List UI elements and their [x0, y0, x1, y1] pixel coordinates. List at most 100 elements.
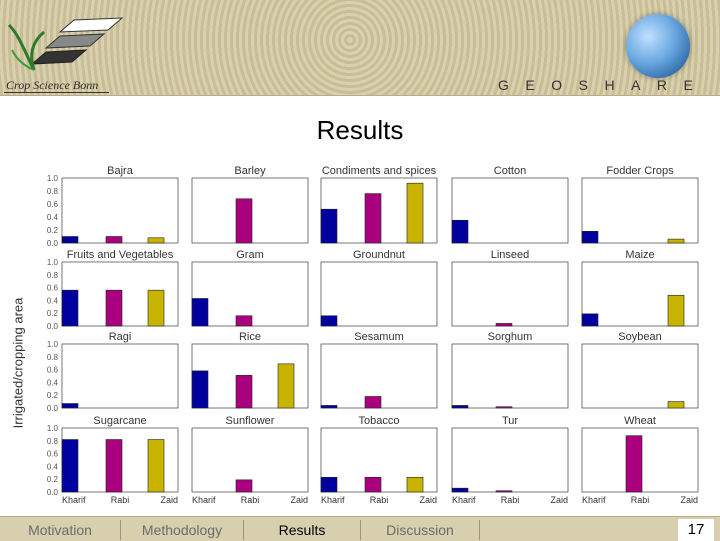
bar-kharif [320, 208, 338, 244]
y-tick-label: 0.6 [47, 366, 59, 375]
y-tick-label: 0.4 [47, 213, 59, 222]
x-tick-label: Kharif [192, 495, 216, 505]
y-tick-label: 1.0 [47, 424, 59, 433]
panel-frame [191, 261, 309, 327]
x-tick-label: Rabi [501, 495, 520, 505]
x-tick-label: Rabi [241, 495, 260, 505]
panel-title: Condiments and spices [322, 165, 437, 177]
bar-zaid [147, 237, 165, 244]
panel-frame [61, 343, 179, 409]
bar-kharif [581, 313, 599, 327]
panel-title: Linseed [491, 249, 530, 261]
bar-rabi [235, 315, 253, 327]
bar-kharif [451, 405, 469, 409]
bar-zaid [147, 289, 165, 327]
panel-title: Fruits and Vegetables [67, 249, 174, 261]
panel-frame [581, 343, 699, 409]
panel-frame [451, 343, 569, 409]
panel-title: Sesamum [354, 331, 404, 343]
bar-kharif [61, 236, 79, 244]
bar-kharif [191, 298, 209, 327]
x-tick-label: Kharif [452, 495, 476, 505]
tab-methodology[interactable]: Methodology [121, 520, 244, 540]
bar-kharif [581, 231, 599, 244]
y-tick-label: 1.0 [47, 258, 59, 267]
page-number: 17 [678, 519, 714, 541]
y-tick-label: 0.0 [47, 239, 59, 248]
panel-title: Sugarcane [93, 415, 146, 427]
y-tick-label: 0.6 [47, 200, 59, 209]
panel-title: Gram [236, 249, 264, 261]
bar-zaid [667, 294, 685, 327]
x-tick-label: Zaid [550, 495, 568, 505]
crop-science-logo-icon [7, 17, 124, 71]
y-tick-label: 0.2 [47, 391, 59, 400]
bar-rabi [495, 323, 513, 327]
panel-title: Tur [502, 415, 518, 427]
bar-zaid [406, 476, 424, 493]
bar-kharif [451, 219, 469, 244]
bar-kharif [320, 405, 338, 409]
y-tick-label: 1.0 [47, 174, 59, 183]
panel-title: Fodder Crops [606, 165, 674, 177]
footer-nav: Motivation Methodology Results Discussio… [0, 516, 720, 541]
y-tick-label: 0.2 [47, 226, 59, 235]
panel-frame [320, 261, 438, 327]
panel-title: Rice [239, 331, 261, 343]
x-tick-label: Kharif [321, 495, 345, 505]
bar-kharif [320, 476, 338, 493]
tab-motivation[interactable]: Motivation [0, 520, 121, 540]
panel-frame [451, 177, 569, 244]
x-tick-label: Kharif [582, 495, 606, 505]
bar-kharif [191, 370, 209, 409]
bar-kharif [61, 403, 79, 409]
header-banner: Crop Science Bonn GEOSHARE [0, 0, 720, 96]
y-tick-label: 0.0 [47, 404, 59, 413]
bar-zaid [406, 182, 424, 244]
panel-title: Tobacco [359, 415, 400, 427]
bar-zaid [667, 238, 685, 244]
panel-title: Groundnut [353, 249, 405, 261]
logo-text: Crop Science Bonn [6, 78, 99, 92]
y-tick-label: 0.2 [47, 309, 59, 318]
bar-rabi [105, 289, 123, 327]
bar-kharif [320, 315, 338, 327]
panel-frame [61, 177, 179, 244]
bar-rabi [625, 435, 643, 493]
y-tick-label: 0.4 [47, 378, 59, 387]
panel-title: Sorghum [488, 331, 533, 343]
bar-rabi [495, 406, 513, 409]
bar-zaid [147, 439, 165, 493]
y-tick-label: 0.8 [47, 437, 59, 446]
panel-frame [581, 177, 699, 244]
small-multiples-chart: Bajra 1.0 0.8 0.6 0.4 0.2 0.0 Barley Condiments … [47, 165, 699, 505]
bar-zaid [277, 363, 295, 409]
tab-results[interactable]: Results [244, 520, 361, 540]
y-tick-label: 0.0 [47, 322, 59, 331]
x-tick-label: Zaid [419, 495, 437, 505]
bar-rabi [235, 198, 253, 244]
panel-title: Soybean [618, 331, 661, 343]
bar-rabi [105, 439, 123, 493]
bar-rabi [235, 375, 253, 409]
panel-title: Ragi [109, 331, 132, 343]
y-tick-label: 0.6 [47, 450, 59, 459]
y-tick-label: 0.4 [47, 296, 59, 305]
tab-discussion[interactable]: Discussion [361, 520, 480, 540]
panel-title: Sunflower [226, 415, 275, 427]
panel-frame [451, 427, 569, 493]
y-tick-label: 1.0 [47, 340, 59, 349]
x-tick-label: Zaid [680, 495, 698, 505]
y-tick-label: 0.8 [47, 187, 59, 196]
y-tick-label: 0.8 [47, 353, 59, 362]
y-tick-label: 0.0 [47, 488, 59, 497]
bar-zaid [667, 401, 685, 409]
bar-rabi [364, 193, 382, 244]
panel-frame [451, 261, 569, 327]
bar-kharif [61, 439, 79, 493]
logo-underline [4, 92, 109, 93]
panel-title: Bajra [107, 165, 134, 177]
x-tick-label: Rabi [370, 495, 389, 505]
x-tick-label: Zaid [290, 495, 308, 505]
slide-title: Results [316, 115, 404, 145]
